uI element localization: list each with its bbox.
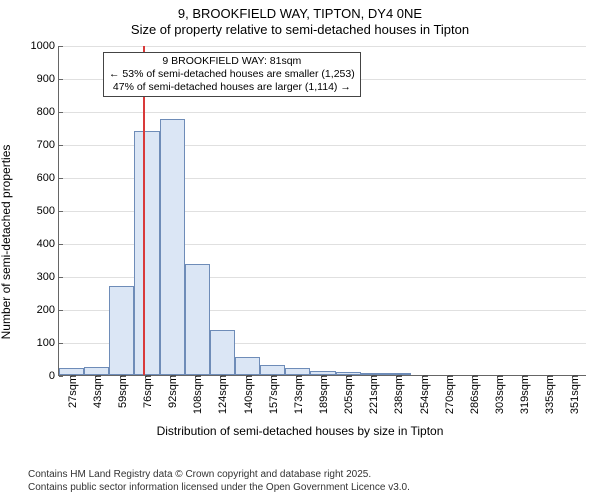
histogram-bar bbox=[109, 286, 134, 375]
x-tick: 351sqm bbox=[567, 375, 581, 414]
histogram-bar bbox=[210, 330, 235, 375]
x-tick: 92sqm bbox=[165, 375, 179, 408]
x-tick: 27sqm bbox=[65, 375, 79, 408]
x-tick: 173sqm bbox=[291, 375, 305, 414]
x-tick: 140sqm bbox=[241, 375, 255, 414]
y-tick: 200 bbox=[37, 304, 59, 316]
footer-line2: Contains public sector information licen… bbox=[28, 482, 410, 495]
histogram-bar bbox=[134, 131, 159, 375]
y-tick: 700 bbox=[37, 139, 59, 151]
x-tick: 286sqm bbox=[467, 375, 481, 414]
x-tick: 43sqm bbox=[90, 375, 104, 408]
x-tick: 319sqm bbox=[517, 375, 531, 414]
annotation-line3: 47% of semi-detached houses are larger (… bbox=[109, 81, 355, 94]
histogram-bar bbox=[59, 368, 84, 375]
y-tick: 900 bbox=[37, 73, 59, 85]
y-tick: 100 bbox=[37, 337, 59, 349]
y-tick: 600 bbox=[37, 172, 59, 184]
y-tick: 500 bbox=[37, 205, 59, 217]
histogram-bar bbox=[160, 119, 185, 375]
x-tick: 303sqm bbox=[492, 375, 506, 414]
y-tick: 300 bbox=[37, 271, 59, 283]
footer-line1: Contains HM Land Registry data © Crown c… bbox=[28, 469, 410, 482]
gridline bbox=[59, 112, 586, 113]
y-tick: 1000 bbox=[31, 40, 59, 52]
x-axis-label: Distribution of semi-detached houses by … bbox=[157, 424, 444, 438]
reference-annotation: 9 BROOKFIELD WAY: 81sqm ← 53% of semi-de… bbox=[103, 52, 361, 97]
title-line2: Size of property relative to semi-detach… bbox=[0, 22, 600, 38]
footer: Contains HM Land Registry data © Crown c… bbox=[28, 469, 410, 494]
gridline bbox=[59, 46, 586, 47]
plot-region: 0100200300400500600700800900100027sqm43s… bbox=[58, 46, 586, 376]
y-tick: 800 bbox=[37, 106, 59, 118]
x-tick: 205sqm bbox=[341, 375, 355, 414]
x-tick: 221sqm bbox=[366, 375, 380, 414]
x-tick: 189sqm bbox=[316, 375, 330, 414]
histogram-bar bbox=[84, 367, 109, 375]
x-tick: 238sqm bbox=[391, 375, 405, 414]
x-tick: 254sqm bbox=[417, 375, 431, 414]
histogram-bar bbox=[260, 365, 285, 375]
title-line1: 9, BROOKFIELD WAY, TIPTON, DY4 0NE bbox=[0, 6, 600, 22]
y-tick: 0 bbox=[49, 370, 59, 382]
x-tick: 335sqm bbox=[542, 375, 556, 414]
x-tick: 76sqm bbox=[140, 375, 154, 408]
x-tick: 59sqm bbox=[115, 375, 129, 408]
x-tick: 124sqm bbox=[215, 375, 229, 414]
x-tick: 157sqm bbox=[266, 375, 280, 414]
histogram-bar bbox=[285, 368, 310, 375]
annotation-line1: 9 BROOKFIELD WAY: 81sqm bbox=[109, 55, 355, 68]
y-axis-label: Number of semi-detached properties bbox=[0, 145, 13, 340]
chart-area: Number of semi-detached properties 01002… bbox=[0, 42, 600, 442]
y-tick: 400 bbox=[37, 238, 59, 250]
histogram-bar bbox=[185, 264, 210, 375]
annotation-line2: ← 53% of semi-detached houses are smalle… bbox=[109, 68, 355, 81]
x-tick: 270sqm bbox=[442, 375, 456, 414]
histogram-bar bbox=[235, 357, 260, 375]
x-tick: 108sqm bbox=[190, 375, 204, 414]
